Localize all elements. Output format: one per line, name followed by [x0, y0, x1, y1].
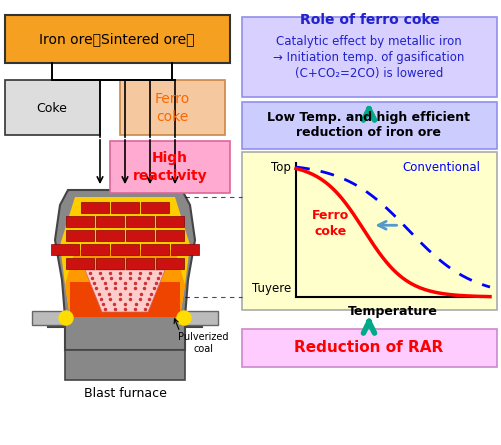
Text: Catalytic effect by metallic iron
→ Initiation temp. of gasification
(C+CO₂=2CO): Catalytic effect by metallic iron → Init… [274, 35, 465, 80]
Bar [156, 230, 184, 241]
Text: Tuyere: Tuyere [252, 282, 291, 295]
Circle shape [177, 311, 191, 325]
Bar [5, 15, 230, 63]
Bar [126, 216, 154, 227]
Text: Temperature: Temperature [348, 304, 438, 317]
Text: Pulverized
coal: Pulverized coal [178, 332, 228, 354]
Text: Blast furnace: Blast furnace [84, 387, 166, 400]
Polygon shape [48, 190, 202, 350]
Bar [126, 258, 154, 269]
Bar [111, 202, 139, 213]
Text: Low Temp. and high efficient
reduction of iron ore: Low Temp. and high efficient reduction o… [268, 110, 470, 139]
Bar [185, 311, 218, 325]
Text: Conventional: Conventional [402, 161, 480, 174]
Text: Ferro
coke: Ferro coke [154, 93, 189, 124]
Bar [156, 216, 184, 227]
Bar [110, 141, 230, 193]
Bar [171, 244, 199, 255]
Bar [96, 258, 124, 269]
Bar [65, 350, 185, 380]
Text: Role of ferro coke: Role of ferro coke [300, 13, 440, 27]
Text: Coke: Coke [37, 101, 68, 114]
Bar [81, 202, 109, 213]
Text: Top: Top [271, 161, 291, 174]
Bar [32, 311, 65, 325]
Text: Iron ore（Sintered ore）: Iron ore（Sintered ore） [39, 32, 195, 46]
Bar [66, 258, 94, 269]
Bar [242, 17, 497, 97]
Text: High
reactivity: High reactivity [133, 151, 207, 182]
Polygon shape [60, 197, 190, 317]
Bar [81, 244, 109, 255]
Circle shape [59, 311, 73, 325]
Bar [96, 216, 124, 227]
Bar [242, 102, 497, 149]
Text: Ferro
coke: Ferro coke [313, 209, 350, 238]
Bar [70, 282, 180, 317]
Bar [126, 230, 154, 241]
Text: Reduction of RAR: Reduction of RAR [295, 340, 443, 356]
Bar [242, 329, 497, 367]
Bar [141, 202, 169, 213]
Bar [66, 230, 94, 241]
Bar [120, 80, 225, 135]
Polygon shape [65, 250, 185, 317]
Bar [156, 258, 184, 269]
Bar [96, 230, 124, 241]
Bar [5, 80, 100, 135]
Bar [141, 244, 169, 255]
Bar [111, 244, 139, 255]
Bar [66, 216, 94, 227]
Polygon shape [85, 270, 165, 312]
Bar [51, 244, 79, 255]
Bar [242, 152, 497, 310]
